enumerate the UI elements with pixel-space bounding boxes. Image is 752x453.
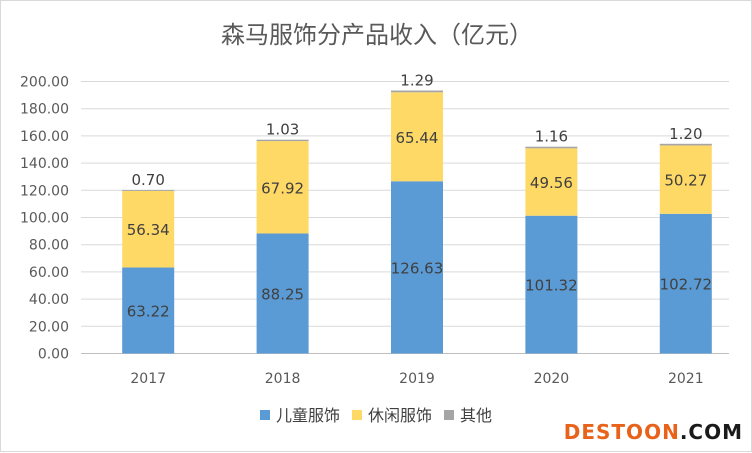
data-label: 0.70 xyxy=(131,171,164,189)
bar-segment xyxy=(525,146,578,149)
bar-segment xyxy=(659,145,712,214)
data-label: 102.72 xyxy=(660,276,713,294)
data-label: 1.29 xyxy=(400,72,433,90)
data-label: 65.44 xyxy=(396,129,439,147)
y-tick-label: 200.00 xyxy=(20,75,69,91)
data-label: 63.22 xyxy=(127,303,170,321)
bar-segment xyxy=(659,213,712,354)
bar-segment xyxy=(122,189,175,191)
legend-label: 其他 xyxy=(460,406,492,425)
data-label: 1.16 xyxy=(535,128,568,146)
x-tick-label: 2019 xyxy=(399,371,435,387)
data-label: 88.25 xyxy=(261,285,304,303)
legend-swatch xyxy=(260,410,270,420)
bar-segment xyxy=(122,267,175,354)
x-tick-label: 2021 xyxy=(668,371,704,387)
x-tick-label: 2017 xyxy=(130,371,166,387)
bar-segment xyxy=(256,141,309,234)
bar-segment xyxy=(525,148,578,216)
chart-title: 森马服饰分产品收入（亿元） xyxy=(221,21,533,49)
bar-segment xyxy=(525,215,578,354)
y-tick-label: 60.00 xyxy=(29,265,69,281)
watermark-part-2: .COM xyxy=(680,420,743,444)
bar-segment xyxy=(256,233,309,354)
y-tick-label: 40.00 xyxy=(29,292,69,308)
x-axis-ticks: 2017 2018 2019 2020 2021 xyxy=(130,371,703,387)
data-label: 67.92 xyxy=(261,179,304,197)
y-tick-label: 0.00 xyxy=(38,347,69,363)
legend-label: 儿童服饰 xyxy=(276,406,340,425)
bar-segment xyxy=(391,92,443,182)
legend-label: 休闲服饰 xyxy=(368,406,432,425)
y-tick-label: 80.00 xyxy=(29,238,69,254)
data-label: 56.34 xyxy=(127,221,170,239)
data-labels: 63.22 56.34 0.70 88.25 67.92 1.03 126.63 65.44 1… xyxy=(127,72,712,321)
y-tick-label: 140.00 xyxy=(20,156,69,172)
y-axis-ticks: 0.00 20.00 40.00 60.00 80.00 100.00 120.00 140.… xyxy=(20,75,69,363)
bar-segment xyxy=(256,139,309,142)
data-label: 101.32 xyxy=(525,277,578,295)
x-tick-label: 2018 xyxy=(265,371,301,387)
y-tick-label: 20.00 xyxy=(29,319,69,335)
watermark: DESTOON.COM xyxy=(564,420,743,444)
data-label: 50.27 xyxy=(664,172,707,190)
y-tick-label: 160.00 xyxy=(20,129,69,145)
bar-segment xyxy=(659,143,712,146)
bar-segment xyxy=(122,190,175,268)
y-tick-label: 100.00 xyxy=(20,211,69,227)
legend-swatch xyxy=(352,410,362,420)
y-tick-label: 120.00 xyxy=(20,183,69,199)
data-label: 126.63 xyxy=(391,259,444,277)
x-tick-label: 2020 xyxy=(534,371,570,387)
y-tick-label: 180.00 xyxy=(20,102,69,118)
bar-segment xyxy=(391,181,443,354)
watermark-part-1: DESTOON xyxy=(564,420,680,444)
bar-segment xyxy=(391,90,443,93)
data-label: 1.03 xyxy=(266,121,299,139)
data-label: 49.56 xyxy=(530,174,573,192)
data-label: 1.20 xyxy=(669,125,702,143)
bars xyxy=(122,90,712,354)
legend-swatch xyxy=(444,410,454,420)
legend: 儿童服饰 休闲服饰 其他 xyxy=(260,406,492,425)
